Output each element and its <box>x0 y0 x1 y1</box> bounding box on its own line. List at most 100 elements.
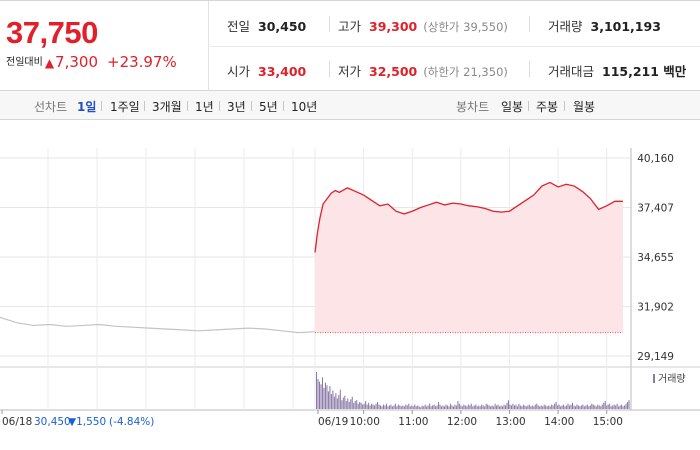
volume-bar <box>598 405 600 409</box>
volume-bar <box>400 406 402 409</box>
volume-bar <box>327 391 329 409</box>
divider <box>529 61 530 77</box>
volume-bar <box>455 405 457 409</box>
volume-bar <box>555 401 557 409</box>
volume-bar <box>628 400 630 409</box>
volume-bar <box>592 404 594 409</box>
volume-bar <box>435 406 437 409</box>
volume-bar <box>490 406 492 409</box>
volume-bar <box>362 404 364 409</box>
volume-bar <box>377 401 379 409</box>
volume-bar <box>473 405 475 409</box>
change-value: 7,300 <box>55 53 98 71</box>
volume-bar <box>548 405 550 409</box>
volume-bar <box>452 406 454 409</box>
volume-bar <box>606 405 608 409</box>
volume-bar <box>336 398 338 409</box>
period-1day[interactable]: 1일 <box>77 100 97 114</box>
volume-bar <box>449 403 451 409</box>
volume-panel: 거래량 <box>316 372 686 409</box>
volume-bar <box>366 404 368 409</box>
volume-bar <box>488 405 490 409</box>
period-1week[interactable]: 1주일 <box>110 100 140 114</box>
volume-bar <box>345 401 347 409</box>
volume-bar <box>545 405 547 409</box>
volume-bar <box>603 402 605 409</box>
y-tick-label: 31,902 <box>637 301 674 313</box>
period-5year[interactable]: 5년 <box>259 100 278 114</box>
volume-bar <box>429 403 431 409</box>
price-chart[interactable]: 40,160 37,407 34,655 31,902 29,149 거래량 06/18… <box>0 120 700 450</box>
volume-bar <box>320 384 322 409</box>
line-chart-label: 선차트 <box>34 100 68 114</box>
volume-bar <box>469 405 471 409</box>
period-10year[interactable]: 10년 <box>291 100 318 114</box>
change-label: 전일대비 <box>6 57 43 68</box>
volume-bar <box>625 403 627 409</box>
volume-bar <box>500 405 502 409</box>
volume-bar <box>525 406 527 409</box>
divider <box>283 101 284 111</box>
volume-bar <box>342 397 344 409</box>
volume-bar <box>521 406 523 409</box>
volume-bar <box>554 403 556 409</box>
volume-bar <box>491 405 493 409</box>
volume-bar <box>533 406 535 409</box>
candle-monthly[interactable]: 월봉 <box>573 100 596 114</box>
volume-bar <box>354 401 356 409</box>
volume-bar <box>566 405 568 409</box>
volume-bar <box>627 401 629 409</box>
change-line: 전일대비 ▲7,300 +23.97% <box>6 53 177 71</box>
volume-bar <box>497 404 499 409</box>
volume-bar <box>522 404 524 409</box>
stat-high: 고가 39,300 (상한가 39,550) <box>338 19 508 34</box>
divider <box>187 101 188 111</box>
volume-bar <box>424 404 426 409</box>
volume-bar <box>378 404 380 409</box>
stat-amount: 거래대금 115,211 백만 <box>548 64 687 79</box>
volume-bar <box>432 405 434 409</box>
candle-weekly[interactable]: 주봉 <box>536 100 559 114</box>
volume-bar <box>591 403 593 409</box>
current-price: 37,750 <box>6 15 98 50</box>
volume-bar <box>476 406 478 409</box>
volume-bar <box>496 405 498 409</box>
candle-daily[interactable]: 일봉 <box>501 100 524 114</box>
volume-bar <box>393 405 395 409</box>
volume-bar <box>391 406 393 409</box>
up-arrow-icon: ▲ <box>44 56 55 70</box>
x-axis: 06/18 06/19 10:00 11:00 12:00 13:00 14:00 15:00… <box>1 410 623 428</box>
x-tick-label: 12:00 <box>447 416 477 428</box>
volume-bar <box>388 405 390 409</box>
period-3month[interactable]: 3개월 <box>152 100 182 114</box>
volume-bar <box>466 406 468 409</box>
period-3year[interactable]: 3년 <box>227 100 246 114</box>
volume-bar <box>600 406 602 409</box>
volume-bar <box>531 405 533 409</box>
x-tick-label: 15:00 <box>593 416 623 428</box>
volume-bar <box>504 405 507 409</box>
volume-bar <box>353 402 355 409</box>
divider <box>101 101 102 111</box>
price-line <box>314 181 623 253</box>
volume-bar <box>487 404 489 409</box>
volume-bar <box>409 406 411 409</box>
volume-bar <box>369 405 371 409</box>
price-area <box>315 182 623 333</box>
volume-bar <box>448 406 450 409</box>
volume-bar <box>438 401 440 409</box>
volume-bar <box>499 406 501 409</box>
volume-bar <box>381 406 383 409</box>
volume-bar <box>316 372 318 409</box>
volume-legend-label: 거래량 <box>658 373 686 385</box>
volume-bar <box>421 405 423 409</box>
volume-bar <box>379 405 382 409</box>
volume-bar <box>576 404 578 409</box>
volume-bar <box>451 405 453 409</box>
period-1year[interactable]: 1년 <box>195 100 214 114</box>
divider <box>529 16 530 32</box>
volume-bar <box>621 404 623 409</box>
volume-bar <box>528 404 530 409</box>
volume-bar <box>406 405 408 409</box>
volume-bar <box>506 402 508 409</box>
